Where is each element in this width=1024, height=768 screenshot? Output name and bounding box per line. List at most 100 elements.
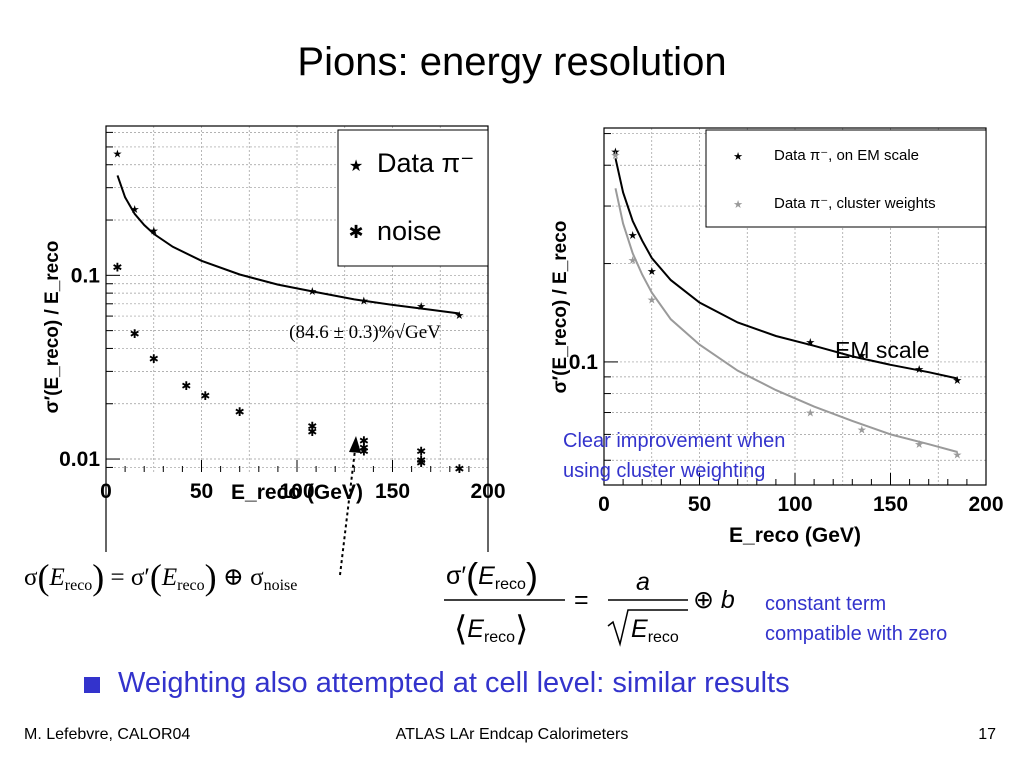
data-point: ★ (647, 266, 657, 278)
chart-right-grid (604, 128, 986, 485)
data-point: ✱ (235, 405, 245, 419)
x-tick-label: 50 (688, 493, 711, 516)
legend-label-cluster: Data π⁻, cluster weights (774, 195, 936, 212)
bullet-text: Weighting also attempted at cell level: … (118, 667, 790, 699)
formula-oplus-b: ⊕ b (693, 586, 735, 614)
chart-left-xlabel: E_reco (GeV) (231, 481, 363, 504)
data-point: ✱ (454, 462, 464, 476)
improvement-note-line-2: using cluster weighting (563, 460, 766, 482)
footer-page-number: 17 (978, 726, 996, 743)
data-point: ★ (307, 286, 317, 298)
formula-a: a (636, 568, 650, 596)
data-point: ✱ (307, 420, 317, 434)
bullet-point: Weighting also attempted at cell level: … (84, 667, 790, 700)
formula-numerator: σ′(Ereco) (446, 555, 538, 596)
footer-author: M. Lefebvre, CALOR04 (24, 726, 191, 743)
legend-label-em: Data π⁻, on EM scale (774, 147, 919, 164)
x-tick-label: 50 (190, 480, 213, 503)
x-tick-label: 200 (470, 480, 505, 503)
data-point: ★ (611, 150, 621, 162)
chart-left-frame (105, 125, 489, 552)
x-tick-label: 150 (375, 480, 410, 503)
data-point: ★ (857, 350, 867, 362)
chart-right-ylabel: σ′(E_reco) / E_reco (550, 221, 571, 394)
formula-sqrt-e: Ereco (631, 615, 679, 646)
slide-title: Pions: energy resolution (297, 40, 727, 84)
data-point: ★ (952, 375, 962, 387)
formula-noise: σ(Ereco) = σ′(Ereco) ⊕ σnoise (24, 557, 297, 597)
x-tick-label: 0 (598, 493, 610, 516)
data-point: ✱ (359, 441, 369, 455)
x-tick-label: 100 (777, 493, 812, 516)
chart-left-fit-curve (116, 175, 460, 315)
footer-title: ATLAS LAr Endcap Calorimeters (395, 726, 629, 743)
bullet-square-icon (84, 676, 100, 693)
data-point: ★ (914, 364, 924, 376)
data-point: ★ (454, 310, 464, 322)
chart-left-legend-entry-noise: ✱ noise (348, 216, 441, 246)
y-tick-label: 0.1 (569, 351, 599, 374)
data-point: ★ (149, 226, 159, 238)
noise-arrow (339, 436, 361, 576)
legend-marker-star: ★ (733, 151, 743, 163)
data-point: ✱ (416, 444, 426, 458)
data-point: ★ (857, 425, 867, 437)
chart-right-points: ★ ★ ★ ★ ★ ★ ★ ★ ★ ★ ★ ★ ★ ★ (611, 147, 963, 462)
formula-noise-text: σ(Ereco) = σ′(Ereco) ⊕ σnoise (24, 557, 297, 597)
formula-resolution: σ′(Ereco) ⟨Ereco⟩ = a Ereco ⊕ b (444, 555, 735, 648)
data-point: ✱ (130, 327, 140, 341)
data-point: ★ (952, 450, 962, 462)
data-point: ✱ (359, 444, 369, 458)
data-point: ★ (611, 147, 621, 159)
data-point: ★ (628, 230, 638, 242)
improvement-note: Clear improvement when using cluster wei… (563, 426, 785, 486)
chart-right-legend-box (705, 129, 987, 228)
chart-left-legend-box (337, 129, 489, 267)
data-point: ★ (805, 337, 815, 349)
chart-right-xlabel: E_reco (GeV) (729, 524, 861, 547)
chart-right-legend-entry-cluster: ★ Data π⁻, cluster weights (733, 195, 936, 212)
data-point: ✱ (307, 425, 317, 439)
chart-right-fit-curves (614, 158, 958, 453)
fit-annotation: (84.6 ± 0.3)%√GeV (289, 322, 441, 343)
fit-curve (614, 188, 958, 453)
fit-curve (116, 175, 460, 315)
x-tick-label: 200 (968, 493, 1003, 516)
y-tick-label: 0.1 (71, 264, 101, 287)
legend-label-data: Data π⁻ (377, 148, 474, 178)
legend-label-noise: noise (377, 216, 442, 246)
chart-right-legend-entry-em: ★ Data π⁻, on EM scale (733, 147, 919, 164)
chart-left-ticks: 0 50 100 150 200 0.1 0.01 (59, 131, 506, 503)
chart-left-legend-entry-data: ★ Data π⁻ (349, 148, 475, 178)
data-point: ✱ (112, 261, 122, 275)
x-tick-label: 150 (873, 493, 908, 516)
formula-denominator: ⟨Ereco⟩ (454, 610, 528, 648)
legend-marker-star-grey: ★ (733, 199, 743, 211)
x-tick-label: 100 (279, 480, 314, 503)
constant-term-note: constant term compatible with zero (765, 589, 947, 649)
data-point: ★ (914, 439, 924, 451)
chart-left: ★★★★★ ★★✱✱✱✱✱✱✱✱✱✱✱ ✱✱✱ ✱ 0 50 100 150 2000.10.… (42, 125, 506, 552)
data-point: ★ (805, 408, 815, 420)
data-point: ✱ (149, 352, 159, 366)
formula-equals: = (574, 586, 589, 614)
constant-term-line-1: constant term (765, 593, 887, 615)
improvement-note-line-1: Clear improvement when (563, 430, 786, 452)
chart-left-points: ★★★★★ ★★✱✱✱✱✱✱✱✱✱✱✱ ✱✱✱ ✱ (112, 149, 464, 477)
data-point: ★ (359, 295, 369, 307)
data-point: ★ (628, 255, 638, 267)
chart-right: ★ ★ ★ ★ ★ ★ ★ ★ ★ ★ ★ ★ ★ ★ 0 50 100 150 200 0.1 ★ Data π⁻… (550, 127, 1004, 547)
data-point: ★ (416, 301, 426, 313)
constant-term-line-2: compatible with zero (765, 623, 948, 645)
fit-curve (614, 158, 958, 380)
legend-marker-star: ★ (349, 158, 363, 175)
data-point: ✱ (416, 456, 426, 470)
legend-marker-asterisk: ✱ (348, 222, 363, 242)
data-point: ★ (130, 204, 140, 216)
data-point: ★ (647, 295, 657, 307)
data-point: ✱ (181, 379, 191, 393)
data-point: ✱ (359, 434, 369, 448)
chart-left-ylabel: σ′(E_reco) / E_reco (42, 241, 63, 414)
x-tick-label: 0 (100, 480, 112, 503)
y-tick-label: 0.01 (59, 448, 100, 471)
